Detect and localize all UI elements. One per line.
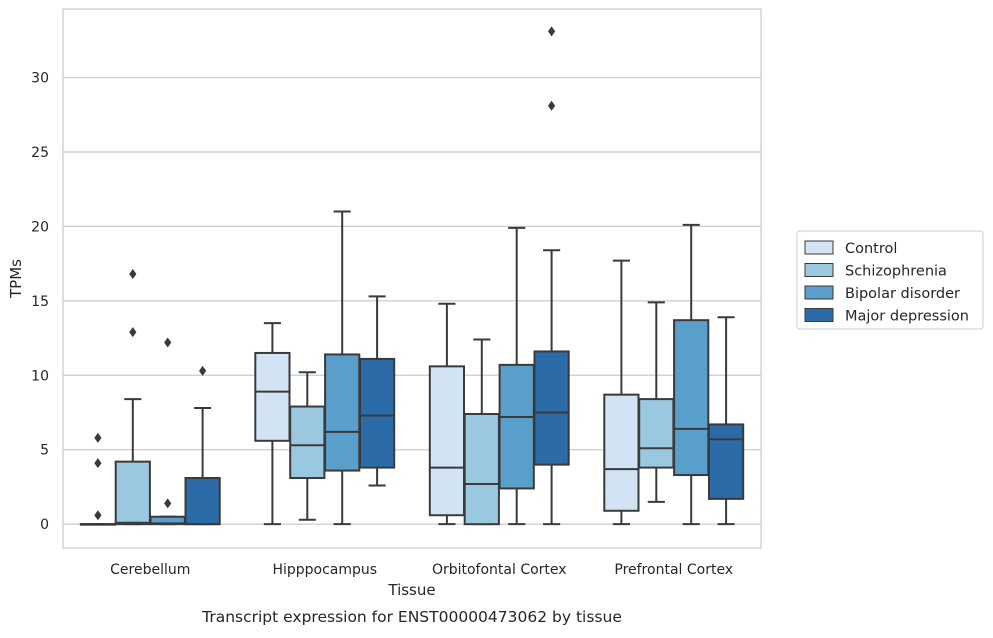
box-group [533,26,570,526]
outlier-point [164,337,172,348]
box-group [254,322,291,526]
outlier-point [164,498,172,509]
box-iqr [673,319,710,477]
plot-frame [62,8,762,549]
box-group [603,259,640,526]
x-tick-label: Cerebellum [110,562,190,578]
outlier-point [129,327,137,338]
legend-label: Bipolar disorder [845,286,960,302]
y-tick-labels: 0 5 10 15 20 25 30 [31,70,49,533]
outlier-point [94,458,102,469]
box-group [358,295,396,487]
y-tick-label: 25 [31,145,49,161]
box-group [324,210,361,526]
box-iqr [638,398,675,469]
legend-items: Control Schizophrenia Bipolar disorder Majo… [804,240,969,325]
box-iqr [114,460,151,526]
outlier-point [129,269,137,280]
x-tick-label: Hipppocampus [272,562,377,578]
legend-label: Schizophrenia [845,264,947,280]
legend-swatch [804,240,834,255]
grid-layer [63,76,761,525]
box-group [114,269,151,526]
y-axis-label: TPMs [7,259,25,299]
box-iqr [463,412,500,526]
box-iqr [498,363,535,490]
box-iqr [289,405,326,480]
box-group [79,432,117,526]
box-iqr [603,393,640,512]
x-tick-label: Prefrontal Cortex [614,562,733,578]
x-tick-labels: Cerebellum Hipppocampus Orbitofontal Corte… [110,562,733,578]
legend-swatch [804,263,834,277]
box-iqr [707,423,745,500]
box-iqr [533,350,570,466]
box-layer [79,26,745,526]
y-tick-label: 0 [40,517,49,533]
outlier-point [94,510,102,521]
box-group [149,337,186,526]
box-group [638,301,675,503]
box-group [707,316,745,526]
y-tick-label: 20 [31,219,49,235]
chart-caption: Transcript expression for ENST0000047306… [201,608,622,626]
outlier-point [548,100,556,111]
outlier-point [548,26,556,37]
box-group [673,223,710,526]
x-tick-label: Orbitofontal Cortex [432,562,567,578]
box-iqr [254,351,291,442]
legend-label: Major depression [845,309,969,325]
x-axis-label: Tissue [387,581,435,599]
box-group [289,371,326,521]
legend-swatch [804,308,834,322]
y-tick-label: 30 [31,70,49,86]
legend-frame [796,230,984,330]
y-tick-label: 5 [40,443,49,459]
box-iqr [324,353,361,472]
box-group [428,302,466,526]
outlier-point [199,365,207,376]
box-group [463,338,500,526]
y-tick-label: 10 [31,368,49,384]
y-tick-label: 15 [31,294,49,310]
box-group [498,226,535,526]
box-iqr [184,477,221,526]
legend: Control Schizophrenia Bipolar disorder Majo… [796,230,984,330]
legend-swatch [804,285,834,300]
box-iqr [358,357,396,469]
box-iqr [428,365,466,517]
outlier-point [94,432,102,443]
legend-label: Control [845,241,897,257]
box-group [184,365,221,526]
